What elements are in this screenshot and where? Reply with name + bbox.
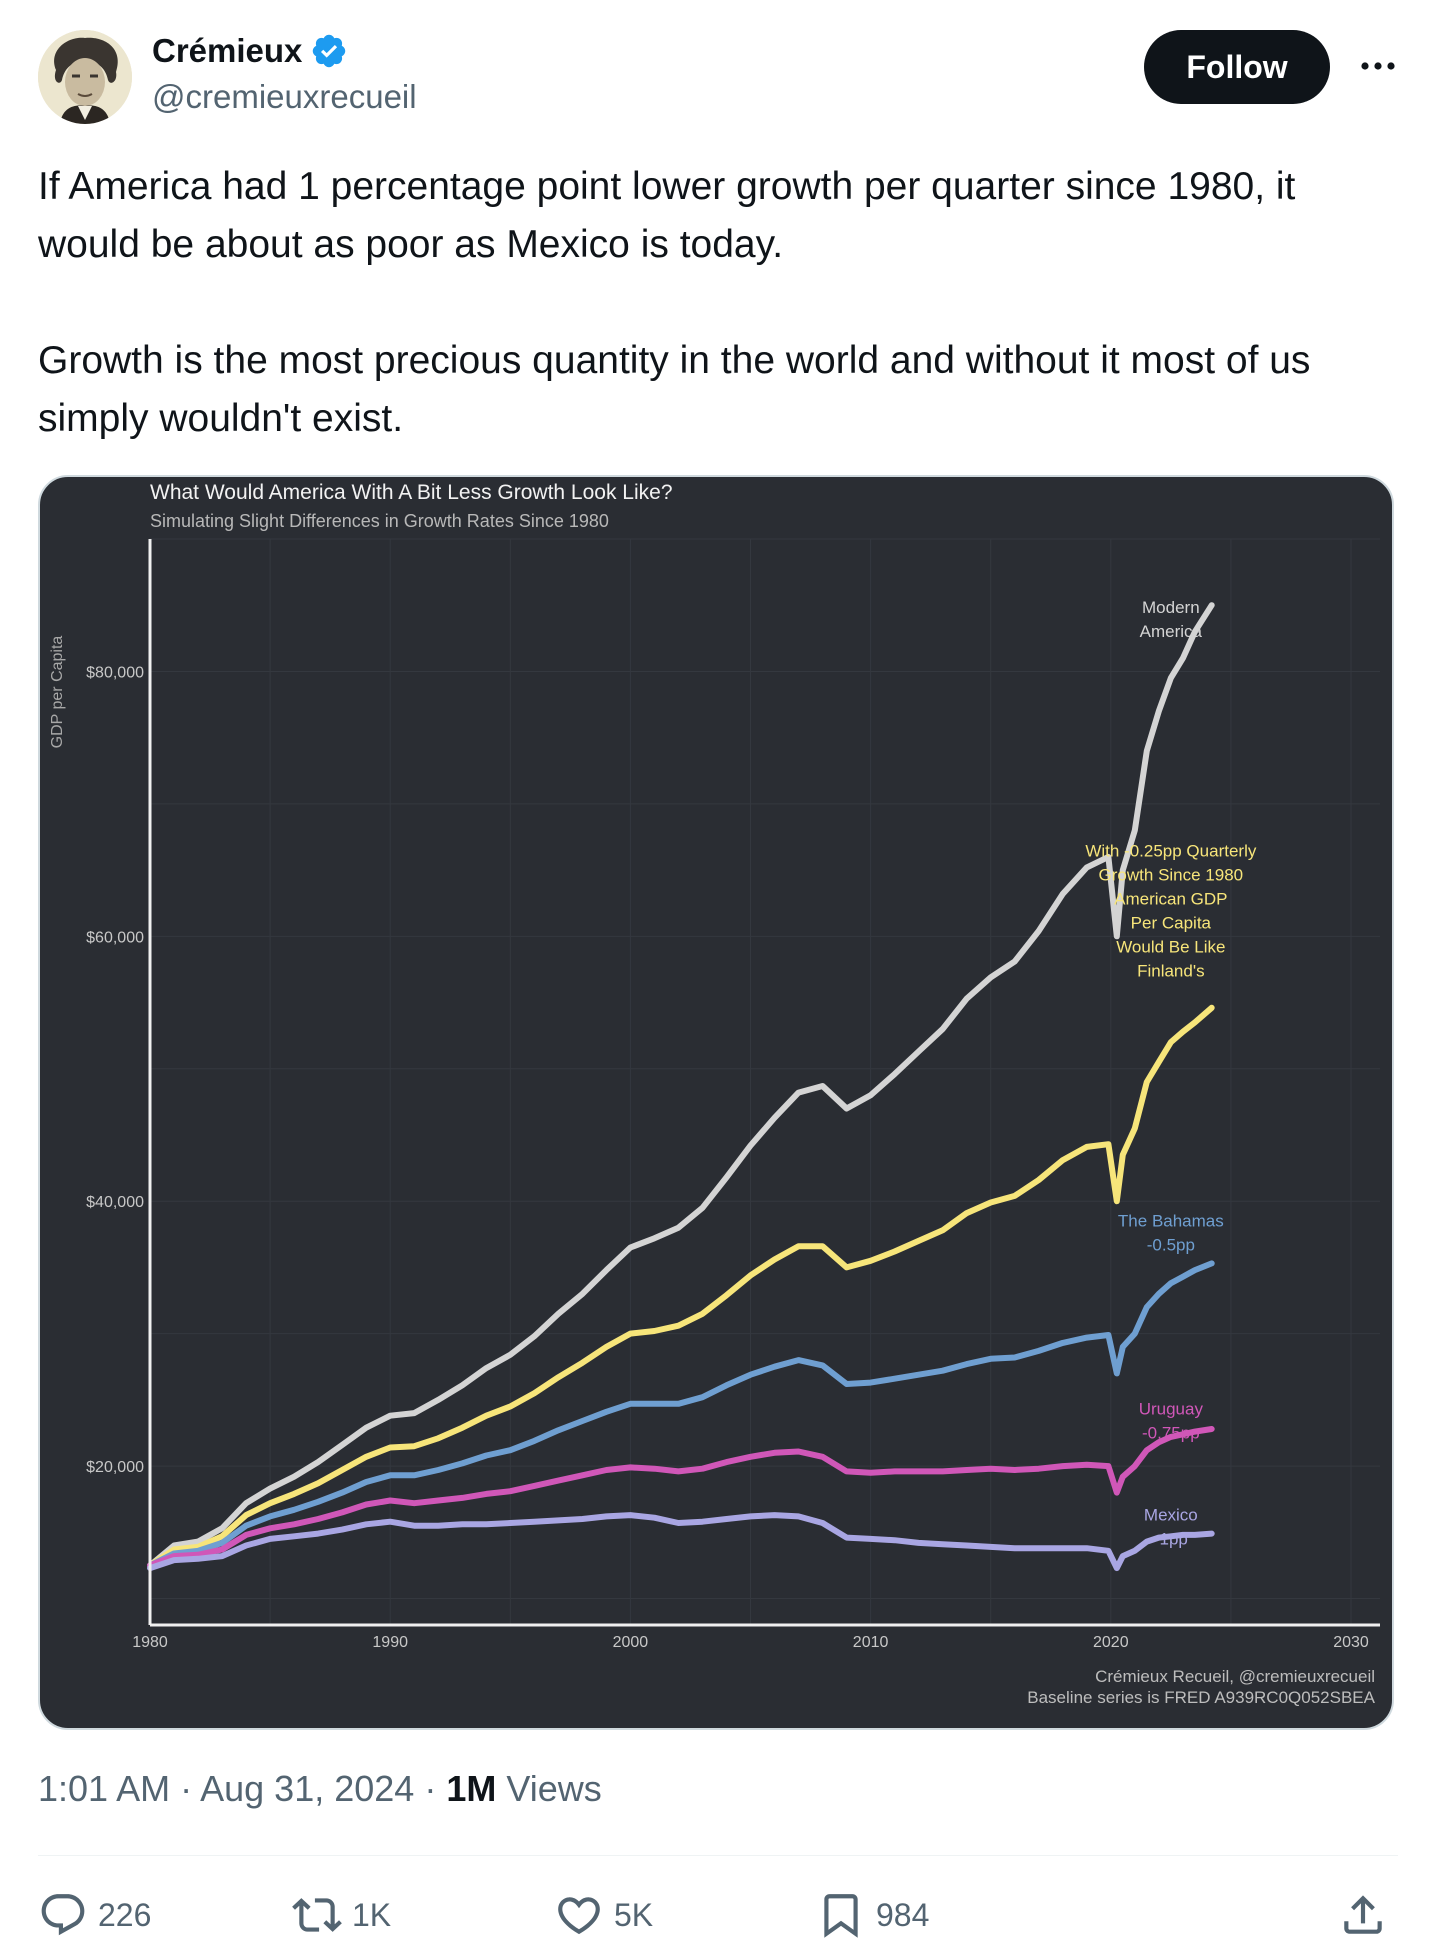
series-label: Per Capita <box>1131 913 1212 932</box>
tweet-paragraph-1: If America had 1 percentage point lower … <box>38 165 1296 266</box>
y-tick-label: $60,000 <box>86 929 144 946</box>
chart-image[interactable]: $20,000 $40,000 $60,000 $80,000 1980 1990 2000… <box>38 475 1394 1730</box>
chart-axes <box>148 539 1380 1627</box>
series-label: Growth Since 1980 <box>1099 865 1244 884</box>
tweet-meta: 1:01 AM · Aug 31, 2024 · 1M Views <box>38 1768 602 1810</box>
series-line-3 <box>147 1426 1215 1569</box>
series-label: Modern <box>1142 598 1200 617</box>
views-label: Views <box>506 1768 602 1809</box>
series-label: America <box>1140 622 1203 641</box>
tweet-text: If America had 1 percentage point lower … <box>38 158 1408 448</box>
heart-icon <box>558 1897 600 1935</box>
x-tick-label: 2010 <box>853 1634 889 1651</box>
y-tick-label: $80,000 <box>86 664 144 681</box>
chart-series <box>147 602 1215 1572</box>
y-tick-label: $40,000 <box>86 1194 144 1211</box>
x-tick-label: 2020 <box>1093 1634 1129 1651</box>
like-count: 5K <box>614 1896 654 1933</box>
x-tick-label: 1980 <box>132 1634 168 1651</box>
series-label: Would Be Like <box>1116 937 1225 956</box>
tweet-paragraph-2: Growth is the most precious quantity in … <box>38 339 1311 440</box>
tweet-date[interactable]: Aug 31, 2024 <box>200 1768 415 1809</box>
bookmark-button[interactable]: 984 <box>816 1880 929 1950</box>
series-label: -0.75pp <box>1142 1423 1200 1442</box>
gdp-line-chart: $20,000 $40,000 $60,000 $80,000 1980 1990 2000… <box>49 481 1380 1707</box>
divider <box>38 1855 1398 1856</box>
follow-button[interactable]: Follow <box>1144 30 1330 104</box>
series-line-1 <box>147 1004 1215 1569</box>
series-label: -1pp <box>1154 1529 1188 1548</box>
series-label: With -0.25pp Quarterly <box>1085 841 1257 860</box>
chart-caption-credit: Crémieux Recueil, @cremieuxrecueil <box>1095 1667 1375 1686</box>
more-icon[interactable] <box>1358 46 1398 86</box>
tweet-actions: 226 1K 5K 984 <box>38 1880 1398 1950</box>
y-axis-label: GDP per Capita <box>49 636 66 749</box>
avatar-portrait-image <box>38 30 132 124</box>
author-name-row: Crémieux <box>152 32 348 70</box>
verified-badge-icon <box>313 34 346 68</box>
repost-button[interactable]: 1K <box>292 1880 391 1950</box>
y-tick-label: $20,000 <box>86 1459 144 1476</box>
repost-icon <box>292 1898 342 1932</box>
avatar[interactable] <box>38 30 132 124</box>
bookmark-count: 984 <box>876 1896 930 1933</box>
series-label: Uruguay <box>1139 1399 1204 1418</box>
chart-ticks: $20,000 $40,000 $60,000 $80,000 1980 1990 2000… <box>86 664 1369 1651</box>
reply-count: 226 <box>98 1896 152 1933</box>
series-line-2 <box>147 1260 1215 1569</box>
series-line-4 <box>147 1512 1215 1572</box>
x-tick-label: 2030 <box>1333 1634 1369 1651</box>
share-button[interactable] <box>1338 1880 1388 1950</box>
share-icon <box>1344 1895 1382 1934</box>
chart-caption-source: Baseline series is FRED A939RC0Q052SBEA <box>1027 1688 1375 1707</box>
tweet-time[interactable]: 1:01 AM <box>38 1768 171 1809</box>
meta-separator: · <box>180 1768 193 1809</box>
series-label: -0.5pp <box>1147 1235 1195 1254</box>
reply-icon <box>41 1894 85 1936</box>
tweet-header: Crémieux @cremieuxrecueil Follow <box>38 30 1398 130</box>
views-count: 1M <box>446 1768 497 1809</box>
author-name[interactable]: Crémieux <box>152 32 303 69</box>
repost-count: 1K <box>352 1896 392 1933</box>
reply-button[interactable]: 226 <box>38 1880 151 1950</box>
meta-separator: · <box>424 1768 437 1809</box>
author-handle[interactable]: @cremieuxrecueil <box>152 78 417 115</box>
series-label: Finland's <box>1137 961 1205 980</box>
chart-subtitle: Simulating Slight Differences in Growth … <box>150 511 609 531</box>
x-tick-label: 1990 <box>372 1634 408 1651</box>
chart-title: What Would America With A Bit Less Growt… <box>150 481 673 504</box>
series-label: The Bahamas <box>1118 1211 1224 1230</box>
x-tick-label: 2000 <box>613 1634 649 1651</box>
bookmark-icon <box>824 1894 858 1938</box>
series-line-0 <box>147 602 1215 1569</box>
series-labels: Modern America With -0.25pp Quarterly Growt… <box>1085 598 1257 1548</box>
like-button[interactable]: 5K <box>554 1880 653 1950</box>
chart-grid <box>150 538 1380 1625</box>
series-label: Mexico <box>1144 1505 1198 1524</box>
series-label: American GDP <box>1114 889 1227 908</box>
